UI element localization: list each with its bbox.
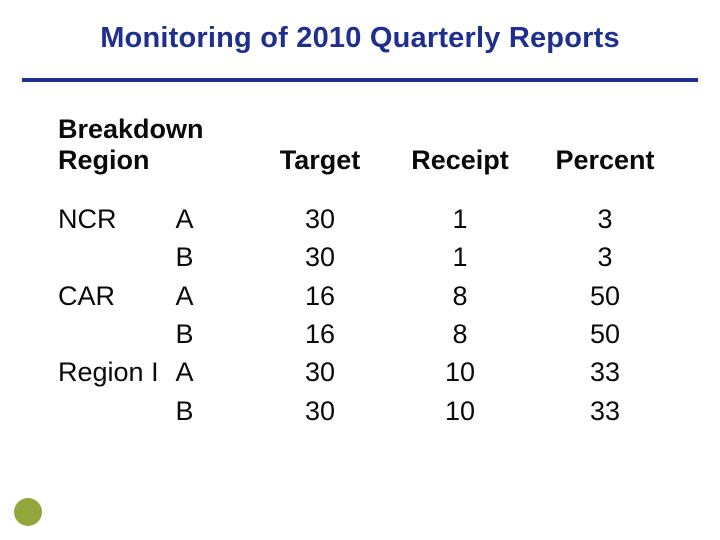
cell-percent: 3 [530, 238, 680, 276]
cell-receipt: 10 [390, 392, 530, 430]
cell-region: NCR [58, 200, 176, 238]
slide: Monitoring of 2010 Quarterly Reports Bre… [0, 0, 720, 540]
cell-receipt: 1 [390, 200, 530, 238]
table-row: Region IA301033 [58, 353, 680, 391]
header-receipt: Receipt [390, 145, 530, 176]
cell-values: 301033 [250, 392, 680, 430]
cell-target: 30 [250, 353, 390, 391]
cell-values: 16850 [250, 315, 680, 353]
cell-target: 30 [250, 392, 390, 430]
cell-region [58, 315, 176, 353]
header-value-columns: Target Receipt Percent [250, 145, 680, 176]
table-row: NCRA3013 [58, 200, 680, 238]
cell-region [58, 238, 176, 276]
cell-percent: 50 [530, 277, 680, 315]
header-region-group: Breakdown Region [58, 114, 250, 176]
cell-sub: A [176, 353, 250, 391]
cell-sub: A [176, 200, 250, 238]
slide-title: Monitoring of 2010 Quarterly Reports [0, 22, 720, 55]
cell-percent: 3 [530, 200, 680, 238]
cell-receipt: 1 [390, 238, 530, 276]
table-header-row: Breakdown Region Target Receipt Percent [58, 114, 680, 176]
header-region: Region [58, 145, 250, 176]
cell-values: 3013 [250, 200, 680, 238]
cell-values: 301033 [250, 353, 680, 391]
cell-region: Region I [58, 353, 176, 391]
cell-values: 16850 [250, 277, 680, 315]
cell-sub: A [176, 277, 250, 315]
header-target: Target [250, 145, 390, 176]
cell-receipt: 10 [390, 353, 530, 391]
table-row: B301033 [58, 392, 680, 430]
cell-target: 16 [250, 277, 390, 315]
table-row: CARA16850 [58, 277, 680, 315]
cell-target: 30 [250, 238, 390, 276]
cell-sub: B [176, 315, 250, 353]
header-breakdown: Breakdown [58, 114, 250, 145]
table-row: B3013 [58, 238, 680, 276]
cell-target: 16 [250, 315, 390, 353]
cell-percent: 33 [530, 353, 680, 391]
cell-percent: 50 [530, 315, 680, 353]
cell-sub: B [176, 238, 250, 276]
header-percent: Percent [530, 145, 680, 176]
table-row: B16850 [58, 315, 680, 353]
table-body: NCRA3013B3013CARA16850B16850Region IA301… [58, 200, 680, 430]
title-container: Monitoring of 2010 Quarterly Reports [0, 22, 720, 55]
cell-values: 3013 [250, 238, 680, 276]
cell-receipt: 8 [390, 277, 530, 315]
cell-receipt: 8 [390, 315, 530, 353]
cell-percent: 33 [530, 392, 680, 430]
cell-region: CAR [58, 277, 176, 315]
table-content: Breakdown Region Target Receipt Percent … [58, 114, 680, 430]
cell-sub: B [176, 392, 250, 430]
title-underline [22, 78, 698, 82]
cell-target: 30 [250, 200, 390, 238]
cell-region [58, 392, 176, 430]
accent-dot-icon [14, 498, 42, 526]
